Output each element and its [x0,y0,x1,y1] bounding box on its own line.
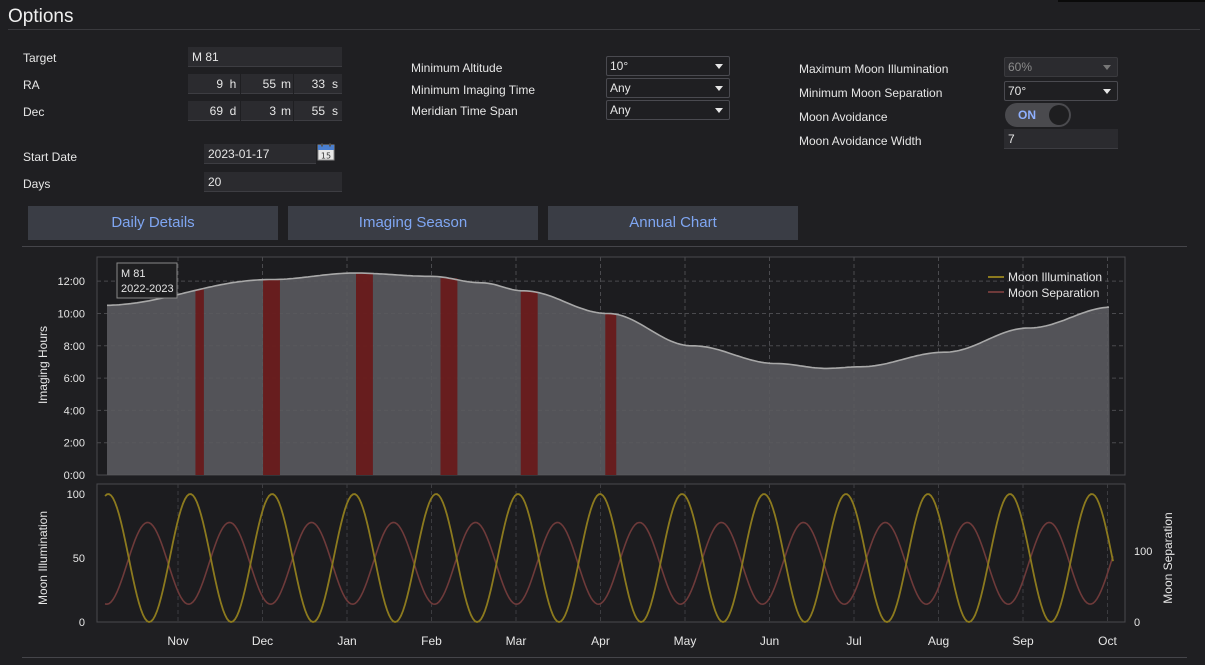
illumination-axis-title: Moon Illumination [36,511,50,605]
hours-tick-label: 8:00 [64,341,85,353]
hours-tick-label: 4:00 [64,405,85,417]
moon-block [356,273,373,475]
month-tick-label: Nov [167,634,188,648]
moon-block [263,280,280,475]
month-tick-label: Sep [1012,634,1034,648]
moon-block [605,314,616,475]
illumination-tick-label: 50 [73,553,85,565]
month-tick-label: Dec [252,634,273,648]
illumination-tick-label: 100 [67,489,85,501]
month-tick-label: Jun [760,634,779,648]
month-tick-label: Aug [928,634,949,648]
hours-tick-label: 2:00 [64,438,85,450]
hours-tick-label: 10:00 [57,308,85,320]
hours-tick-label: 12:00 [57,276,85,288]
month-tick-label: Feb [421,634,442,648]
moon-block [441,278,458,475]
separation-tick-label: 0 [1134,617,1140,629]
moon-block [195,289,203,475]
hours-tick-label: 6:00 [64,373,85,385]
annotation-period: 2022-2023 [121,283,174,295]
hours-axis-title: Imaging Hours [36,326,50,404]
month-tick-label: Oct [1098,634,1117,648]
hours-tick-label: 0:00 [64,470,85,482]
moon-block [521,291,538,475]
legend-illumination-label: Moon Illumination [1008,270,1102,284]
illumination-tick-label: 0 [79,617,85,629]
separation-axis-title: Moon Separation [1161,512,1175,603]
legend-separation-label: Moon Separation [1008,286,1099,300]
month-tick-label: Mar [506,634,527,648]
separation-tick-label: 100 [1134,546,1152,558]
month-tick-label: Jan [337,634,356,648]
annotation-target-name: M 81 [121,268,145,280]
month-tick-label: May [674,634,697,648]
month-tick-label: Apr [591,634,610,648]
bottom-plot-frame [97,484,1125,622]
month-tick-label: Jul [846,634,861,648]
